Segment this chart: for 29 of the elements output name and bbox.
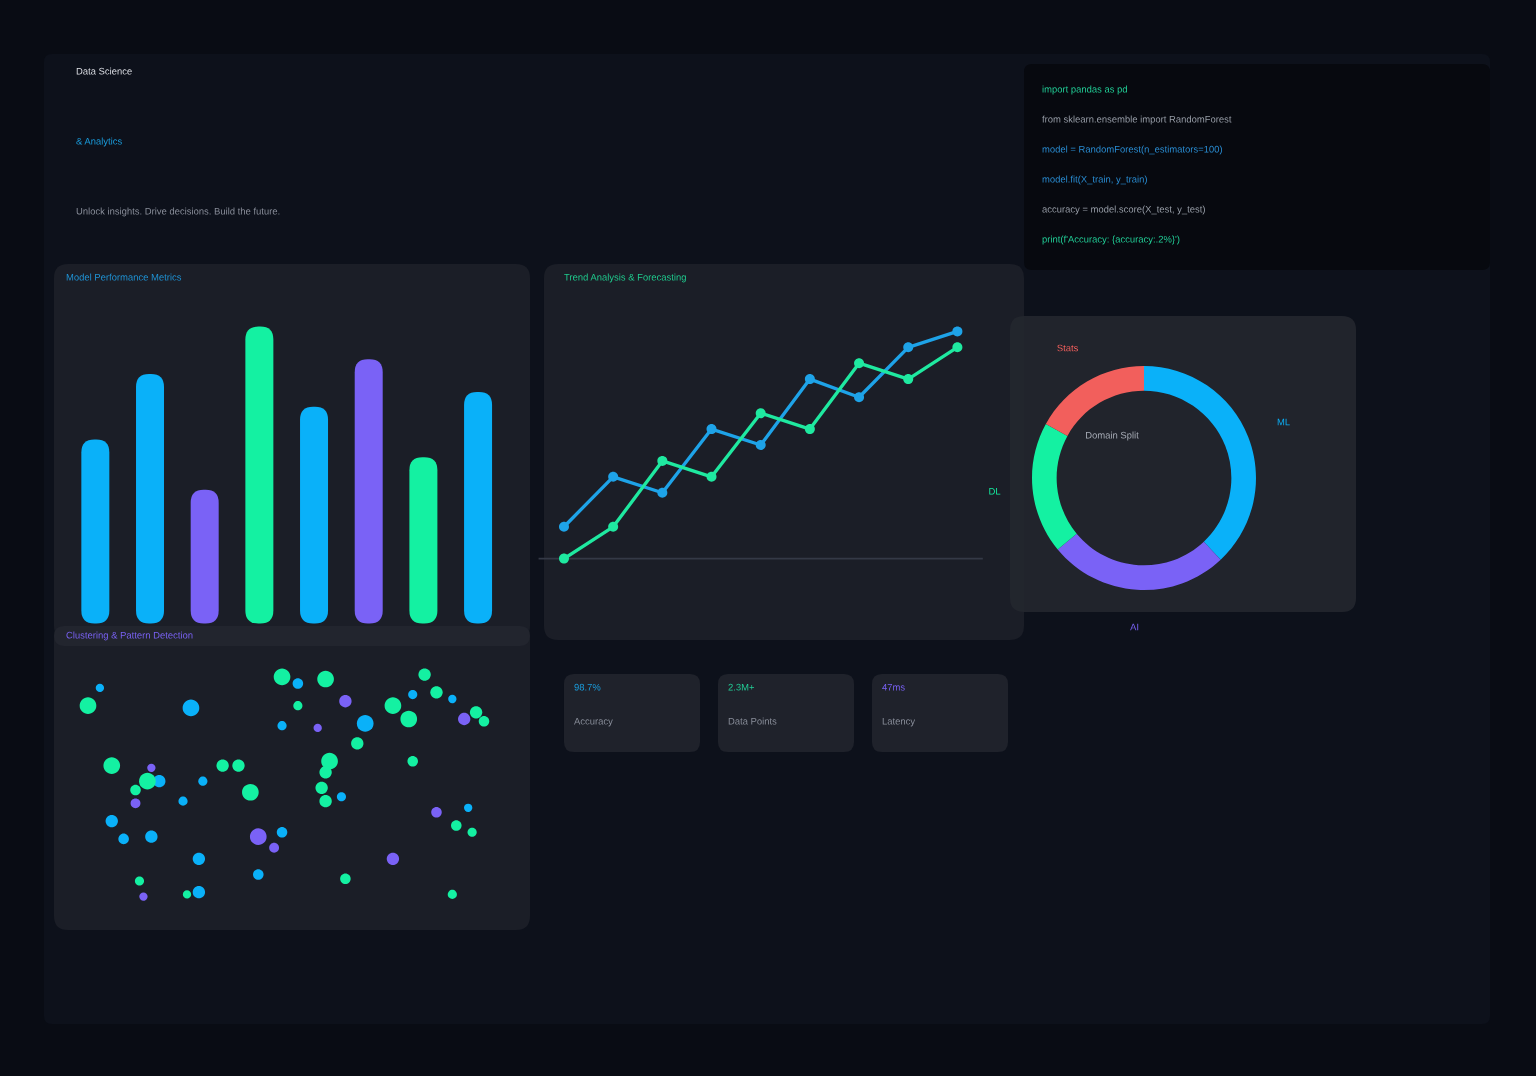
point bbox=[903, 374, 914, 385]
point bbox=[755, 440, 766, 450]
point bbox=[706, 424, 717, 435]
donut-slice bbox=[1144, 366, 1256, 560]
bar bbox=[81, 439, 110, 624]
point bbox=[804, 424, 815, 435]
point bbox=[657, 487, 668, 498]
point bbox=[854, 358, 865, 369]
point bbox=[854, 392, 865, 403]
point bbox=[755, 408, 766, 419]
donut-slice bbox=[1057, 533, 1221, 590]
point bbox=[558, 521, 569, 532]
point bbox=[608, 471, 619, 482]
bar bbox=[190, 489, 219, 624]
point bbox=[952, 326, 963, 337]
bar bbox=[300, 406, 329, 624]
point bbox=[558, 553, 569, 564]
bar bbox=[245, 326, 274, 624]
bar bbox=[354, 359, 383, 624]
bar bbox=[136, 374, 165, 624]
point bbox=[903, 342, 914, 353]
point bbox=[657, 455, 668, 466]
point bbox=[804, 374, 815, 385]
bar bbox=[464, 391, 493, 624]
point bbox=[706, 471, 717, 482]
donut-slice bbox=[1032, 424, 1077, 550]
point bbox=[952, 342, 963, 353]
point bbox=[608, 521, 619, 532]
bar bbox=[409, 457, 438, 624]
